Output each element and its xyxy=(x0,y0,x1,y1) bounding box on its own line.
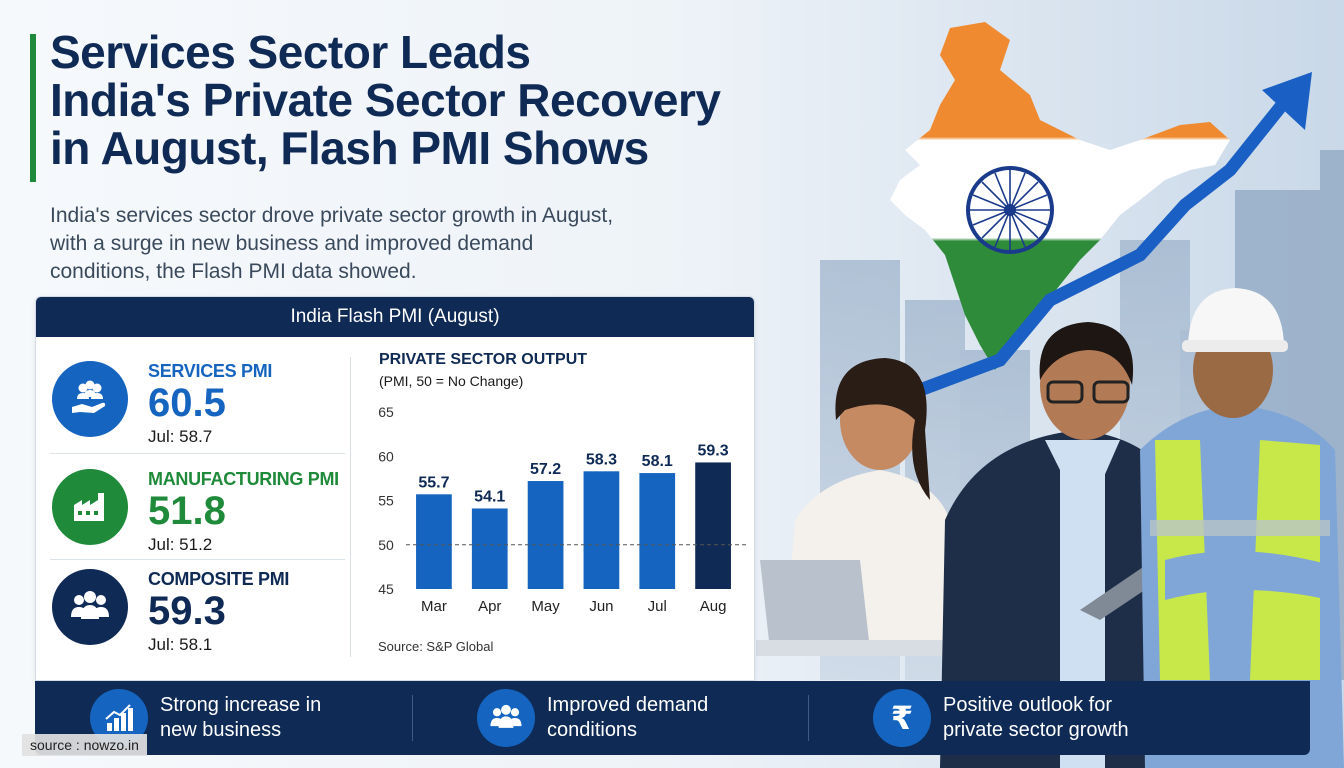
page-title: Services Sector Leads India's Private Se… xyxy=(50,28,770,172)
bar-data-label: 59.3 xyxy=(698,442,729,459)
x-tick-label: Jul xyxy=(648,598,667,615)
page-subtitle: India's services sector drove private se… xyxy=(50,202,690,286)
chart-title: PRIVATE SECTOR OUTPUT xyxy=(379,351,588,368)
kpi-manufacturing-label: MANUFACTURING PMI xyxy=(148,469,339,489)
bar xyxy=(639,473,676,589)
bar-data-label: 57.2 xyxy=(530,461,561,478)
india-map xyxy=(890,22,1230,370)
x-tick-label: Aug xyxy=(700,598,727,615)
group-icon xyxy=(52,569,128,645)
engineer-with-helmet xyxy=(1140,288,1344,768)
factory-icon xyxy=(52,469,128,545)
banner-divider xyxy=(412,695,413,741)
bar xyxy=(583,471,620,589)
card-title: India Flash PMI (August) xyxy=(36,297,754,337)
chart-subtitle: (PMI, 50 = No Change) xyxy=(379,373,524,389)
y-tick-label: 45 xyxy=(378,581,394,597)
woman-with-headset xyxy=(756,358,966,656)
kpi-divider xyxy=(50,559,345,560)
source-tag: source : nowzo.in xyxy=(22,734,147,756)
kpi-composite-label: COMPOSITE PMI xyxy=(148,569,290,589)
highlight-new-business-text: Strong increase in new business xyxy=(160,693,321,743)
subtitle-line-2: with a surge in new business and improve… xyxy=(50,232,534,255)
kpi-manufacturing-previous: Jul: 51.2 xyxy=(148,535,213,554)
private-sector-output-chart: 45 50 55 60 65 55.7 Mar 54.1 Apr 57.2 May 58.3 Jun 58… xyxy=(378,404,746,615)
kpi-divider xyxy=(50,453,345,454)
bar-data-label: 54.1 xyxy=(474,488,505,505)
highlight-outlook-text: Positive outlook for private sector grow… xyxy=(943,693,1129,743)
title-accent-bar xyxy=(30,34,36,182)
card-divider xyxy=(350,357,351,657)
bar xyxy=(527,481,564,589)
x-tick-label: May xyxy=(531,598,560,615)
bar-data-label: 58.1 xyxy=(642,453,673,470)
y-tick-label: 60 xyxy=(378,448,394,464)
highlight-line: conditions xyxy=(547,719,638,741)
highlight-line: new business xyxy=(160,719,282,741)
bar xyxy=(471,508,508,589)
bar-data-label: 58.3 xyxy=(586,451,617,468)
y-tick-label: 50 xyxy=(378,537,394,553)
bar xyxy=(695,462,731,589)
banner-divider xyxy=(808,695,809,741)
highlight-line: Improved demand xyxy=(547,694,709,716)
trend-arrow xyxy=(917,72,1312,397)
x-tick-label: Apr xyxy=(478,598,501,615)
kpi-composite-value: 59.3 xyxy=(148,589,226,633)
kpi-services-previous: Jul: 58.7 xyxy=(148,427,213,446)
x-tick-label: Jun xyxy=(589,598,613,615)
headline-line-3: in August, Flash PMI Shows xyxy=(50,122,649,174)
kpi-services-value: 60.5 xyxy=(148,381,226,425)
highlight-line: private sector growth xyxy=(943,719,1129,741)
subtitle-line-3: conditions, the Flash PMI data showed. xyxy=(50,260,417,283)
kpi-composite-previous: Jul: 58.1 xyxy=(148,635,213,654)
highlight-line: Positive outlook for xyxy=(943,694,1112,716)
kpi-services-label: SERVICES PMI xyxy=(148,361,273,381)
subtitle-line-1: India's services sector drove private se… xyxy=(50,204,614,227)
kpi-manufacturing-value: 51.8 xyxy=(148,489,226,533)
headline-line-1: Services Sector Leads xyxy=(50,26,531,78)
rupee-icon: ₹ xyxy=(873,689,931,747)
x-tick-label: Mar xyxy=(421,598,447,615)
people-hand-icon xyxy=(52,361,128,437)
pmi-card: India Flash PMI (August) SERVICES PMI 60… xyxy=(35,296,755,681)
y-tick-label: 55 xyxy=(378,493,394,509)
highlight-line: Strong increase in xyxy=(160,694,322,716)
group-icon xyxy=(477,689,535,747)
headline-line-2: India's Private Sector Recovery xyxy=(50,74,721,126)
highlight-demand-text: Improved demand conditions xyxy=(547,693,708,743)
bar xyxy=(416,494,452,589)
y-tick-label: 65 xyxy=(378,404,394,420)
bar-data-label: 55.7 xyxy=(418,474,449,491)
highlights-banner: Strong increase in new business Improved… xyxy=(35,681,1310,755)
chart-source: Source: S&P Global xyxy=(378,639,494,654)
